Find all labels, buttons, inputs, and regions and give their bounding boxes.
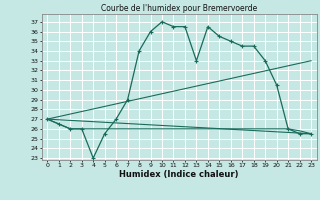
X-axis label: Humidex (Indice chaleur): Humidex (Indice chaleur) [119,170,239,179]
Title: Courbe de l'humidex pour Bremervoerde: Courbe de l'humidex pour Bremervoerde [101,4,257,13]
